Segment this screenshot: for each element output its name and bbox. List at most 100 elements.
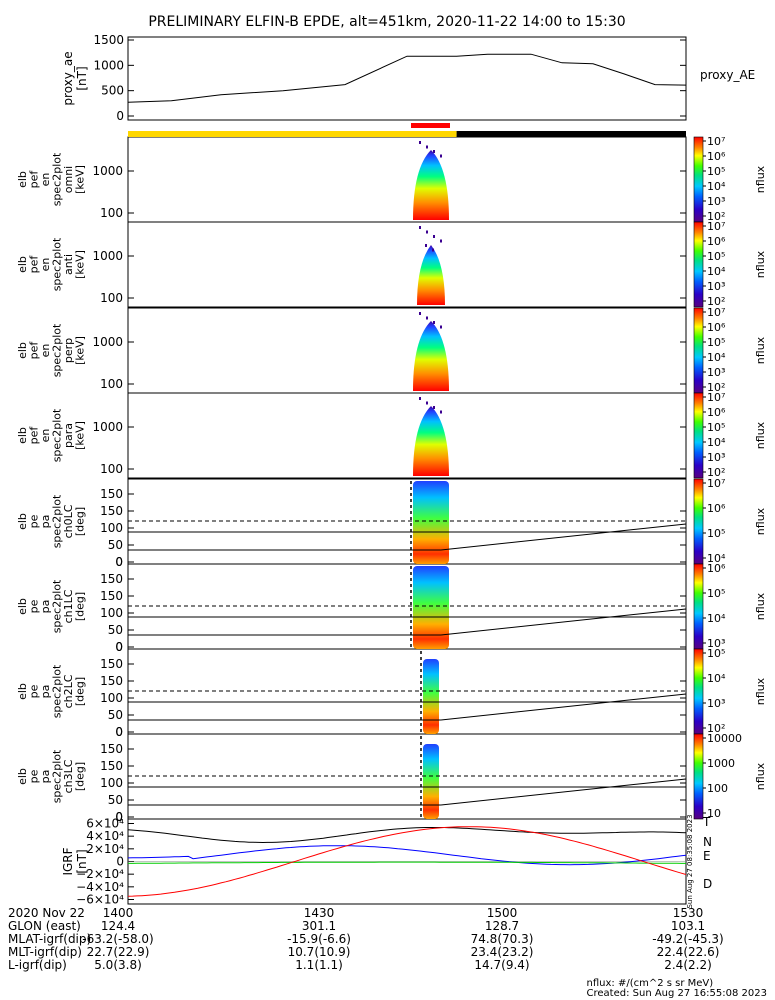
- colorbar-tick-label: 10⁴: [707, 180, 726, 193]
- units-note: nflux: #/(cm^2 s sr MeV) Created: Sun Au…: [587, 979, 767, 999]
- spec-ylabel-line: pe: [28, 514, 41, 528]
- spec-ylabel-line: ch1LC: [62, 589, 75, 623]
- colorbar-tick-label: 100: [707, 782, 728, 795]
- spec-ytick-label: 150: [100, 572, 123, 586]
- spec-ylabel-line: spec2plot: [51, 408, 64, 462]
- colorbar-label: nflux: [754, 507, 767, 535]
- spec-ylabel-line: pef: [28, 426, 41, 445]
- footer-value: 124.4: [100, 919, 136, 933]
- footer-value: 22.4(22.6): [656, 945, 720, 959]
- colorbar-tick-label: 10⁵: [707, 647, 725, 660]
- spec-panel-frame: [127, 221, 687, 308]
- spec-ytick-label: 1000: [92, 164, 123, 178]
- spectrogram-speckle: [440, 325, 442, 329]
- spec-ytick-label: 0: [115, 725, 123, 739]
- spec-ytick-label: 100: [100, 377, 123, 391]
- spectrogram-speckle: [419, 397, 421, 400]
- spec-ytick-label: 0: [115, 725, 123, 739]
- spec-ylabel-line: [deg]: [74, 762, 87, 791]
- colorbar-tick-label: 10⁴: [707, 672, 726, 685]
- spec-ylabel-line: elb: [16, 427, 29, 444]
- colorbar-tick-label: 10: [707, 807, 721, 820]
- spec-ylabel-line: elb: [16, 683, 29, 700]
- proxy-ae-ytick-label: 1500: [93, 33, 124, 47]
- spec-ytick-label: 150: [100, 657, 123, 671]
- spec-panel-frame: [127, 733, 687, 820]
- footer-value: -63.2(-58.0): [82, 932, 154, 946]
- spec-ylabel-line: [deg]: [74, 592, 87, 621]
- footer-value: -15.9(-6.6): [287, 932, 351, 946]
- spec-ytick-label: 100: [100, 206, 123, 220]
- spectrogram-speckle: [432, 248, 434, 252]
- colorbar-label: nflux: [754, 677, 767, 705]
- colorbar-tick-label: 10⁵: [707, 421, 725, 434]
- colorbar-tick-label: 10⁷: [707, 220, 725, 233]
- spectrogram-speckle: [419, 226, 421, 229]
- spectrogram-speckle: [433, 235, 435, 238]
- spec-panel-frame: [127, 648, 687, 735]
- footer-value: 1530: [672, 906, 704, 920]
- spec-ylabel-line: elb: [16, 598, 29, 615]
- colorbar-tick-label: 10⁶: [707, 235, 726, 248]
- spec-ylabel-line: elb: [16, 256, 29, 273]
- footer-value: 103.1: [670, 919, 706, 933]
- colorbar: [693, 648, 704, 735]
- created-text: Created: Sun Aug 27 16:55:08 2023: [586, 988, 767, 999]
- igrf-series-E: [128, 861, 686, 864]
- colorbar-label: nflux: [754, 165, 767, 193]
- footer-value: 23.4(23.2): [470, 945, 534, 959]
- colorbar-label: nflux: [754, 421, 767, 449]
- spectrogram-speckle: [433, 150, 435, 153]
- spec-ylabel-line: pef: [28, 341, 41, 360]
- footer-row: GLON (east) 124.4 301.1 128.7 103.1: [8, 920, 708, 933]
- colorbar: [693, 733, 704, 820]
- spec-ytick-label: 150: [100, 589, 123, 603]
- colorbar-label: nflux: [754, 592, 767, 620]
- colorbar-tick-label: 10⁷: [707, 391, 725, 404]
- spectrogram-speckle: [425, 244, 427, 247]
- spec-ytick-label: 1000: [92, 249, 123, 263]
- footer-value: 128.7: [484, 919, 520, 933]
- proxy-ae-frame: [127, 36, 687, 121]
- colorbar-tick-label: 10⁷: [707, 135, 725, 148]
- colorbar-tick-label: 10⁶: [707, 321, 726, 334]
- footer-value: 1430: [303, 906, 335, 920]
- spectrogram-flux-blob: [413, 150, 449, 220]
- spectrogram-speckle: [433, 321, 435, 324]
- colorbar-tick-label: 10²: [707, 210, 725, 223]
- spec-panel-frame: [127, 136, 687, 223]
- footer-value: 74.8(70.3): [470, 932, 534, 946]
- units-text: nflux: #/(cm^2 s sr MeV): [586, 978, 714, 989]
- igrf-side-stamp: Sun Aug 27 08:35:08 2023: [686, 814, 694, 908]
- igrf-ytick-label: −4×10⁴: [76, 880, 124, 894]
- igrf-series-T: [127, 827, 687, 844]
- spectrogram-flux-blob: [417, 245, 445, 305]
- spec-ylabel-line: elb: [16, 513, 29, 530]
- spectrogram-speckle: [419, 141, 421, 144]
- footer-row-label: L-igrf(dip): [8, 958, 67, 972]
- proxy-ae-ytick-label: 0: [116, 109, 124, 123]
- spec-ylabel-line: elb: [16, 171, 29, 188]
- spec-ytick-label: 100: [100, 521, 123, 535]
- footer-value: 5.0(3.8): [94, 958, 142, 972]
- colorbar-tick-label: 10⁵: [707, 250, 725, 263]
- spec-ytick-label: 100: [100, 691, 123, 705]
- spec-ytick-label: 150: [100, 504, 123, 518]
- colorbar-tick-label: 10²: [707, 381, 725, 394]
- colorbar-tick-label: 10⁴: [707, 265, 726, 278]
- igrf-ylabel-unit: [nT]: [75, 849, 89, 873]
- footer-row-label: MLT-igrf(dip): [8, 945, 82, 959]
- colorbar-tick-label: 10⁶: [707, 562, 726, 575]
- igrf-ytick-label: 2×10⁴: [86, 842, 124, 856]
- spec-ylabel-line: anti: [62, 254, 75, 275]
- status-bar-yellow: [128, 131, 457, 137]
- spectrogram-flux-blob: [413, 481, 449, 564]
- colorbar-tick-label: 10⁶: [707, 406, 726, 419]
- igrf-legend-E: E: [703, 849, 711, 863]
- spec-ytick-label: 50: [108, 538, 123, 552]
- spec-ylabel-line: en: [39, 429, 52, 443]
- colorbar-tick-label: 10⁴: [707, 351, 726, 364]
- spec-ylabel-line: [keV]: [74, 165, 87, 194]
- spec-ytick-label: 0: [115, 555, 123, 569]
- spec-ylabel-line: pa: [39, 770, 52, 784]
